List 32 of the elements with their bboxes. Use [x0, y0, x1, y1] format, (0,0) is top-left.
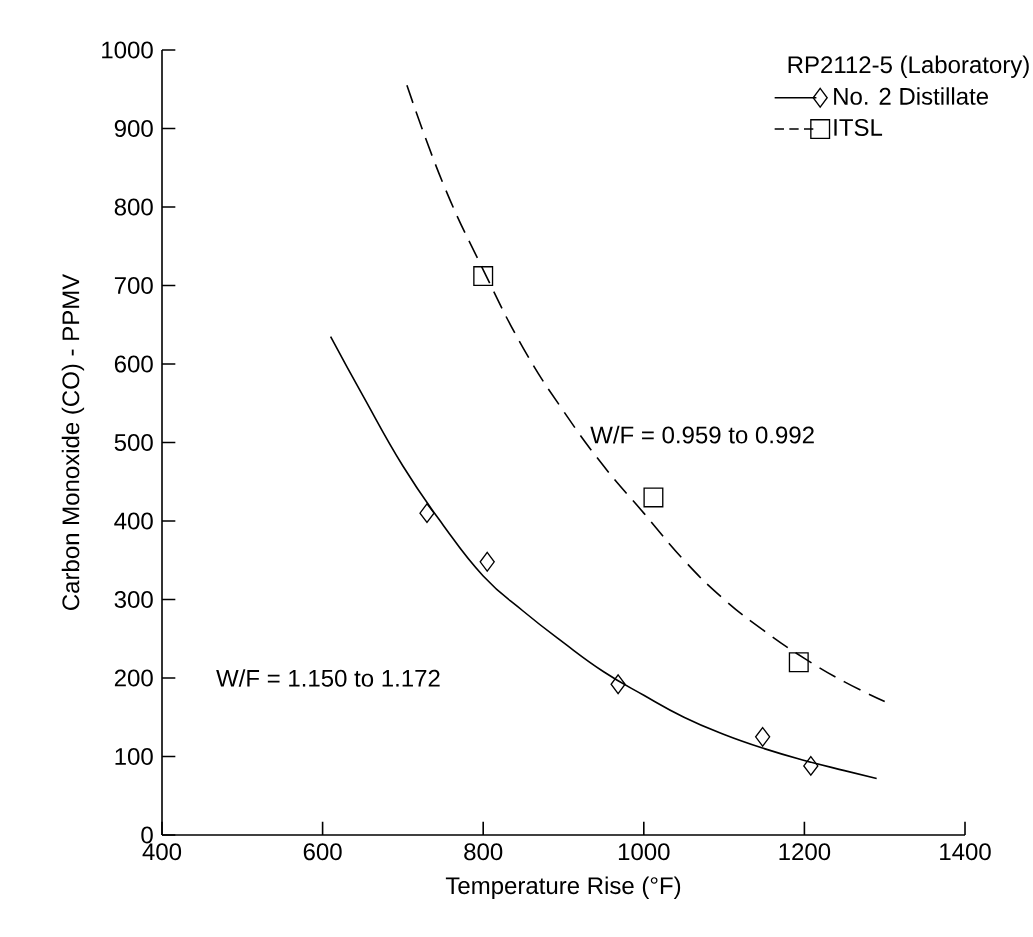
annotation: W/F = 0.959 to 0.992: [590, 425, 814, 444]
point: [473, 266, 494, 287]
y-axis-title: Carbon Monoxide (CO) - PPMV: [61, 273, 85, 610]
point: [803, 755, 819, 776]
point: [643, 487, 664, 508]
point: [754, 726, 771, 747]
x-tick-label: 1000: [618, 843, 670, 861]
y-tick-label: 700: [114, 276, 153, 294]
point: [610, 674, 626, 695]
point: [479, 551, 495, 572]
y-tick-label: 300: [114, 590, 153, 608]
y-tick-label: 100: [115, 747, 153, 765]
y-tick-label: 0: [141, 826, 153, 844]
y-tick-label: 800: [114, 198, 153, 216]
y-tick-label: 1000: [102, 41, 153, 59]
point: [419, 503, 435, 524]
legend-label: ITSL: [834, 118, 883, 136]
x-tick-label: 400: [142, 843, 182, 861]
x-tick-label: 800: [464, 843, 503, 861]
y-tick-label: 600: [114, 355, 153, 373]
x-tick-label: 600: [303, 843, 342, 861]
y-tick-label: 500: [114, 433, 153, 451]
legend-title: RP2112-5 (Laboratory): [788, 55, 1029, 78]
legend-label: No. 2 Distillate: [834, 87, 989, 105]
point: [788, 652, 809, 673]
y-tick-label: 400: [114, 512, 153, 530]
y-tick-label: 900: [114, 119, 153, 137]
x-tick-label: 1200: [779, 843, 831, 861]
annotation: W/F = 1.150 to 1.172: [216, 669, 440, 687]
x-tick-label: 1400: [940, 843, 991, 861]
x-axis-title: Temperature Rise (°F): [445, 876, 681, 899]
y-tick-label: 200: [114, 669, 153, 687]
